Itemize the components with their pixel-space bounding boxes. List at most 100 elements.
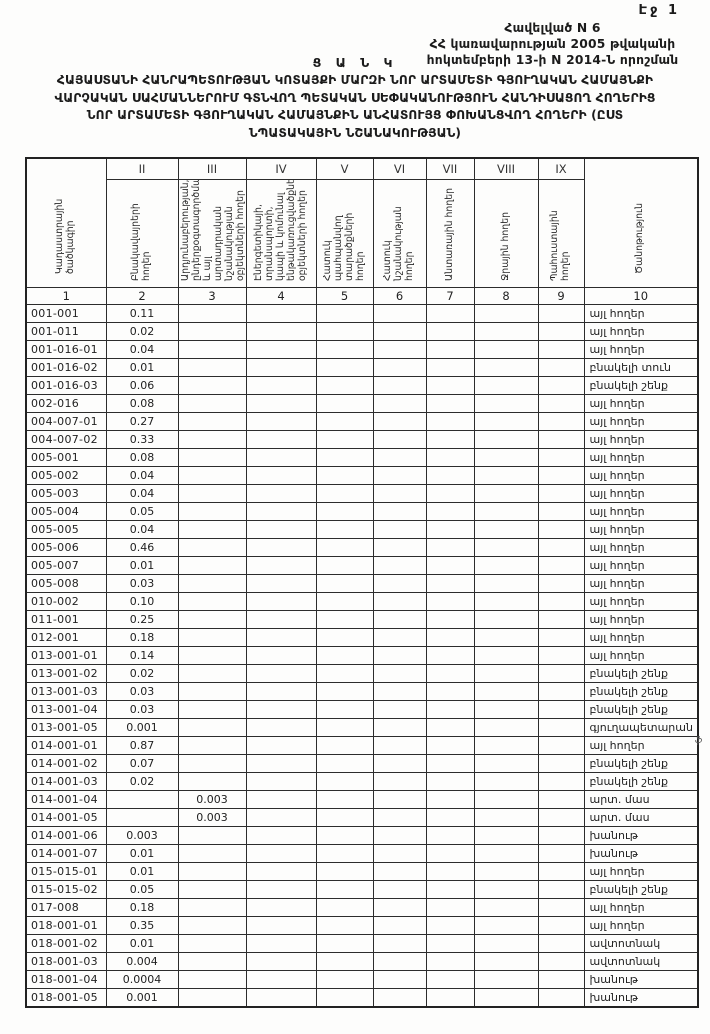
value-cell [315, 304, 374, 323]
value-cell [315, 466, 374, 485]
value-cell [537, 430, 585, 449]
column-number-cell: 8 [473, 287, 539, 305]
value-cell [473, 826, 539, 845]
column-header-cell: Էներգետիկայի, տրանսպորտի, կապի և կոմունա… [245, 179, 317, 288]
value-cell [245, 700, 317, 719]
value-cell [425, 358, 475, 377]
column-header: Արդյունաբերության, ընդերքօգտագործման և ա… [179, 179, 246, 282]
table-row: 014-001-05 0.003 արտ. մաս [25, 808, 699, 827]
value-cell [372, 556, 427, 575]
cadastral-code-cell: 015-015-02 [25, 880, 107, 899]
column-header-cell: Ջրային հողեր [473, 179, 539, 288]
value-cell [537, 412, 585, 431]
value-cell [473, 466, 539, 485]
value-cell [372, 628, 427, 647]
value-cell [245, 448, 317, 467]
value-cell [372, 844, 427, 863]
value-cell [537, 538, 585, 557]
table-row: 015-015-01 0.01 այլ հողեր [25, 862, 699, 881]
value-cell: 0.003 [105, 826, 179, 845]
value-cell [372, 988, 427, 1008]
note-cell: այլ հողեր [583, 520, 699, 539]
cadastral-code-cell: 014-001-03 [25, 772, 107, 791]
value-cell [473, 412, 539, 431]
cadastral-code-cell: 011-001 [25, 610, 107, 629]
value-cell [245, 466, 317, 485]
value-cell: 0.07 [105, 754, 179, 773]
table-row: 004-007-02 0.33 այլ հողեր [25, 430, 699, 449]
notes-header-cell: Ծանոթություն [583, 157, 699, 288]
value-cell [425, 592, 475, 611]
column-header-cell: Արդյունաբերության, ընդերքօգտագործման և ա… [177, 179, 247, 288]
value-cell [245, 538, 317, 557]
value-cell [177, 718, 247, 737]
value-cell [425, 952, 475, 971]
value-cell [372, 412, 427, 431]
note-cell: բնակելի շենք [583, 772, 699, 791]
value-cell [245, 592, 317, 611]
cadastral-code-cell: 005-001 [25, 448, 107, 467]
value-cell [245, 664, 317, 683]
cadastral-code-cell: 001-016-01 [25, 340, 107, 359]
value-cell: 0.004 [105, 952, 179, 971]
value-cell [245, 790, 317, 809]
value-cell [245, 916, 317, 935]
value-cell [425, 538, 475, 557]
table-row: 005-008 0.03 այլ հողեր [25, 574, 699, 593]
value-cell [245, 988, 317, 1008]
value-cell [537, 988, 585, 1008]
value-cell [245, 682, 317, 701]
value-cell [425, 484, 475, 503]
value-cell: 0.001 [105, 718, 179, 737]
value-cell: 0.003 [177, 790, 247, 809]
note-cell: բնակելի շենք [583, 700, 699, 719]
value-cell [473, 736, 539, 755]
roman-numeral-cell: VI [372, 157, 427, 180]
value-cell [537, 718, 585, 737]
note-cell: արտ. մաս [583, 808, 699, 827]
value-cell [315, 844, 374, 863]
value-cell [315, 700, 374, 719]
table-row: 011-001 0.25 այլ հողեր [25, 610, 699, 629]
value-cell [473, 772, 539, 791]
land-transfer-table: Կադաստրային ծածկագիր II III IV V VI VII … [25, 157, 699, 1008]
page-title: Ց Ա Ն Կ [312, 55, 398, 70]
value-cell [245, 394, 317, 413]
value-cell [537, 862, 585, 881]
value-cell [425, 754, 475, 773]
value-cell [315, 430, 374, 449]
value-cell [177, 934, 247, 953]
value-cell: 0.87 [105, 736, 179, 755]
column-number-cell: 1 [25, 287, 107, 305]
note-cell: այլ հողեր [583, 592, 699, 611]
value-cell [177, 592, 247, 611]
column-header: Ջրային հողեր [499, 212, 511, 281]
column-header: Հատուկ պահպանվող տարածքների հողեր [321, 212, 366, 281]
value-cell [425, 916, 475, 935]
value-cell [372, 484, 427, 503]
column-number-cell: 10 [583, 287, 699, 305]
value-cell [537, 934, 585, 953]
value-cell: 0.02 [105, 322, 179, 341]
value-cell [372, 808, 427, 827]
value-cell [473, 502, 539, 521]
value-cell [245, 718, 317, 737]
note-cell: գյուղապետարան [583, 718, 699, 737]
note-cell: այլ հողեր [583, 340, 699, 359]
value-cell [425, 700, 475, 719]
column-header: Հատուկ նշանակության հողեր [382, 206, 415, 281]
value-cell [372, 466, 427, 485]
value-cell [425, 682, 475, 701]
value-cell: 0.04 [105, 466, 179, 485]
value-cell [425, 772, 475, 791]
cadastral-code-cell: 010-002 [25, 592, 107, 611]
table-row: 010-002 0.10 այլ հողեր [25, 592, 699, 611]
value-cell [177, 538, 247, 557]
value-cell [425, 502, 475, 521]
value-cell [473, 754, 539, 773]
value-cell [177, 466, 247, 485]
value-cell: 0.33 [105, 430, 179, 449]
cadastral-code-cell: 005-007 [25, 556, 107, 575]
value-cell: 0.0004 [105, 970, 179, 989]
roman-numeral-cell: IX [537, 157, 585, 180]
